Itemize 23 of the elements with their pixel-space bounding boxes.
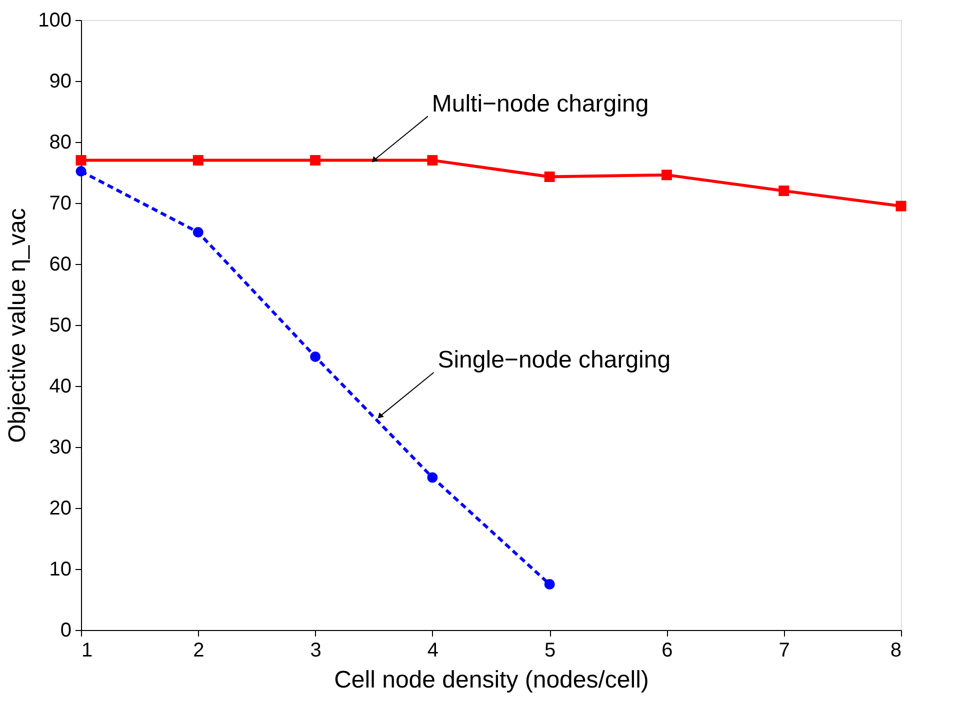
y-tick-label: 40 <box>49 376 72 398</box>
y-tick-label: 30 <box>49 436 72 458</box>
y-tick-label: 20 <box>49 498 72 520</box>
x-axis-title: Cell node density (nodes/cell) <box>334 666 649 694</box>
x-tick-label: 1 <box>82 640 93 662</box>
x-tick-label: 8 <box>890 640 902 662</box>
x-tick-label: 5 <box>544 640 556 662</box>
y-tick-label: 80 <box>49 132 72 154</box>
annotation: Single−node charging <box>438 346 671 374</box>
x-tick-label: 4 <box>427 640 438 662</box>
y-tick-label: 90 <box>49 70 72 92</box>
y-tick-label: 60 <box>49 254 72 276</box>
x-tick-label: 7 <box>778 640 790 662</box>
annotation: Multi−node charging <box>432 90 649 118</box>
y-tick-label: 10 <box>49 558 72 580</box>
x-tick-label: 2 <box>193 640 204 662</box>
x-tick-label: 3 <box>310 640 322 662</box>
y-tick-label: 70 <box>49 192 72 214</box>
y-axis-title: Objective value η_vac <box>4 208 32 443</box>
y-tick-label: 100 <box>38 10 72 32</box>
y-tick-label: 0 <box>60 620 72 642</box>
y-tick-label: 50 <box>49 314 72 336</box>
x-tick-label: 6 <box>662 640 673 662</box>
